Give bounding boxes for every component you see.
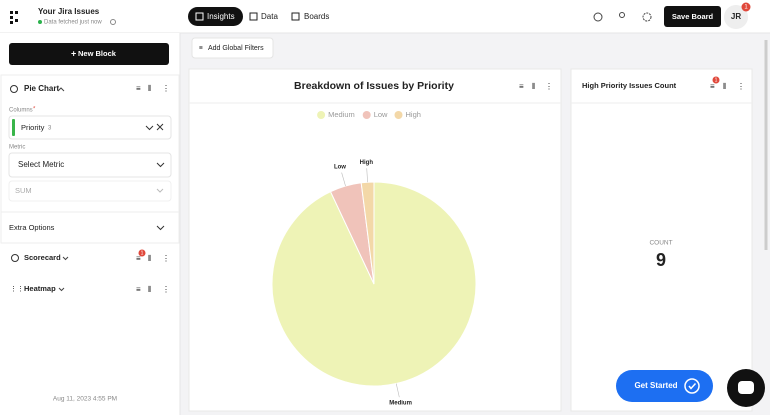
leader-line [395,383,400,398]
extra-options[interactable]: Extra Options [9,223,55,232]
filter-icon: ≡ [199,45,203,52]
avatar-initials: JR [731,12,741,21]
leader-line [341,172,346,187]
get-started-button[interactable] [616,370,713,402]
legend-label: Low [374,110,388,119]
save-button-label: Save Board [672,12,714,21]
legend-label: High [406,110,421,119]
timestamp: Aug 11, 2023 4:55 PM [53,396,117,403]
board-title: Your Jira Issues [38,7,100,16]
share-icon[interactable] [619,12,625,18]
chat-icon [738,381,754,394]
heatmap-icon: ⋮⋮ [10,286,24,293]
metric-placeholder: Select Metric [18,160,64,169]
columns-icon[interactable]: ⦀ [148,254,152,263]
menu-icon[interactable]: ⋮ [162,254,170,263]
tab-icon [249,12,258,21]
scorecard-card [570,68,753,412]
columns-icon[interactable]: ⦀ [148,84,152,93]
chevron[interactable] [57,87,65,92]
menu-icon[interactable]: ⋮ [545,82,553,91]
filter-icon[interactable]: ≡ [136,285,141,294]
leader-line [366,168,368,183]
new-block-button[interactable] [9,43,169,65]
column-count: 3 [48,126,52,132]
chevron[interactable] [62,256,69,261]
logo[interactable] [10,11,18,24]
legend-label: Medium [328,110,355,119]
badge-count: 1 [715,77,718,83]
clear-icon[interactable] [156,123,164,131]
tab-icon [291,12,300,21]
tab-icon [195,12,204,21]
avatar[interactable] [724,5,748,29]
check-icon [688,382,697,390]
badge [712,76,720,84]
metric-select[interactable] [8,152,172,178]
settings-icon[interactable] [642,12,652,22]
column-color [12,119,15,136]
chart-title: Breakdown of Issues by Priority [294,80,454,92]
tab[interactable]: Boards [304,12,329,21]
new-block-label: New Block [78,49,117,58]
pie-icon [10,85,18,93]
block-title[interactable]: Heatmap [24,284,56,293]
filter-icon[interactable]: ≡ [519,82,524,91]
top-bar [0,0,770,33]
legend-swatch [317,111,326,119]
metric-label: COUNT [649,240,672,247]
badge [138,249,146,257]
slice-label: Medium [389,401,412,407]
pie-chart: Medium Low High Medium Low High [271,110,477,407]
badge-count: 1 [141,250,144,256]
save-button[interactable] [664,6,721,27]
tab[interactable]: Data [261,12,278,21]
refresh-icon[interactable] [110,19,116,25]
badge [741,2,751,12]
block-title[interactable]: Scorecard [24,253,61,262]
columns-icon[interactable]: ⦀ [532,82,536,91]
slice-label: High [360,160,374,166]
undo-icon[interactable] [593,12,603,22]
column-value: Priority [21,123,45,132]
filters-button-label: Add Global Filters [208,45,264,52]
chevron [156,188,164,193]
legend-swatch [394,111,403,119]
chevron[interactable] [58,287,65,292]
legend-swatch [362,111,371,119]
filter-icon[interactable]: ≡ [136,254,141,263]
tab[interactable]: Insights [207,12,235,21]
field-label: Metric [9,145,25,151]
block-title[interactable]: Pie Chart [24,84,59,93]
plus-icon: + [71,48,76,58]
get-started-label: Get Started [634,381,677,390]
scorecard-icon [11,254,19,262]
chevron[interactable] [145,125,154,131]
filter-icon[interactable]: ≡ [136,84,141,93]
column-select[interactable] [8,115,172,140]
chevron[interactable] [156,162,165,168]
scorecard-title: High Priority Issues Count [582,81,677,90]
metric-value: 9 [656,250,666,270]
field-label: Columns [9,108,33,114]
slice-label: Low [334,164,346,170]
badge-count: 1 [744,5,748,11]
aggregation-select[interactable] [8,180,172,202]
filters-button[interactable] [191,37,274,59]
columns-icon[interactable]: ⦀ [723,82,727,91]
status-text: Data fetched just now [44,20,102,26]
required-mark: * [33,107,36,113]
menu-icon[interactable]: ⋮ [162,285,170,294]
check-icon [684,378,700,394]
columns-icon[interactable]: ⦀ [148,285,152,294]
status-dot [38,20,42,24]
tab-active[interactable] [188,7,243,26]
menu-icon[interactable]: ⋮ [162,84,170,93]
filter-icon[interactable]: ≡ [710,82,715,91]
chevron[interactable] [156,225,165,231]
menu-icon[interactable]: ⋮ [737,82,745,91]
aggregation-value: SUM [15,186,32,195]
